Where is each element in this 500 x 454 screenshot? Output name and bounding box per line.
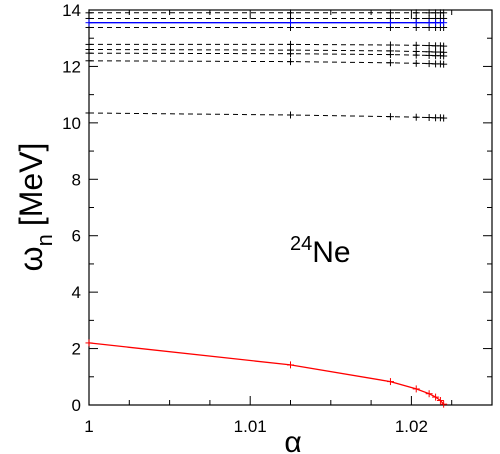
y-axis-label-unit: [MeV]	[13, 143, 49, 227]
y-axis-label-subscript: n	[32, 234, 57, 246]
plot-frame	[88, 9, 493, 406]
data-point	[440, 52, 448, 60]
data-point	[440, 114, 448, 122]
data-point	[412, 385, 420, 393]
data-point	[440, 19, 448, 27]
y-tick-label: 12	[62, 57, 81, 76]
y-tick-label: 6	[72, 227, 81, 246]
series-line	[88, 60, 444, 65]
data-point	[425, 42, 433, 50]
data-point	[425, 19, 433, 27]
series-1	[85, 14, 448, 22]
data-point	[85, 57, 93, 65]
data-point	[85, 109, 93, 117]
data-point	[425, 113, 433, 121]
data-point	[432, 393, 440, 401]
data-point	[386, 51, 394, 59]
data-point	[412, 19, 420, 27]
data-point	[425, 51, 433, 59]
series-line	[88, 52, 444, 57]
series-line	[88, 112, 444, 119]
annotation-element: Ne	[312, 236, 350, 269]
series-6	[85, 57, 448, 68]
data-point	[287, 111, 294, 119]
data-point	[425, 60, 433, 68]
data-point	[425, 390, 433, 398]
series-layer	[85, 9, 448, 408]
svg-text:ωn[MeV]: ωn [MeV]	[13, 143, 57, 272]
series-line	[89, 43, 444, 47]
y-tick-label: 14	[62, 1, 81, 20]
x-tick-label: 1	[84, 417, 93, 436]
y-tick-label: 0	[72, 396, 81, 415]
series-line	[88, 49, 444, 53]
series-3	[85, 40, 448, 50]
ticks	[88, 9, 493, 406]
x-axis-label: α	[284, 426, 301, 454]
y-tick-label: 10	[62, 114, 81, 133]
data-point	[287, 361, 294, 369]
x-tick-label: 1.02	[395, 417, 428, 436]
data-point	[287, 58, 294, 66]
y-tick-label: 2	[72, 340, 81, 359]
data-point	[436, 396, 444, 404]
data-point	[287, 19, 294, 27]
data-point	[412, 51, 420, 59]
data-point	[440, 60, 448, 68]
data-point	[440, 400, 448, 408]
data-point	[412, 59, 420, 67]
series-5	[85, 49, 448, 60]
data-point	[412, 113, 420, 121]
y-axis-label-symbol: ω	[13, 246, 49, 271]
data-point	[287, 50, 294, 58]
y-tick-label: 8	[72, 170, 81, 189]
data-point	[386, 41, 394, 49]
data-point	[85, 49, 93, 57]
y-tick-label: 4	[72, 283, 81, 302]
data-point	[85, 19, 93, 27]
y-axis-label: ωn [MeV]	[13, 143, 57, 272]
nucleus-annotation: 24Ne	[290, 233, 351, 269]
series-9	[85, 339, 448, 408]
series-7	[85, 109, 448, 122]
series-2	[85, 23, 448, 31]
series-line	[88, 342, 445, 405]
data-point	[386, 19, 394, 27]
data-point	[386, 378, 394, 386]
data-point	[386, 113, 394, 121]
series-8	[85, 19, 448, 27]
data-point	[440, 42, 448, 50]
annotation-mass-number: 24	[290, 233, 312, 255]
x-tick-label: 1.01	[234, 417, 267, 436]
data-point	[412, 41, 420, 49]
data-point	[386, 59, 394, 67]
data-point	[85, 339, 93, 347]
